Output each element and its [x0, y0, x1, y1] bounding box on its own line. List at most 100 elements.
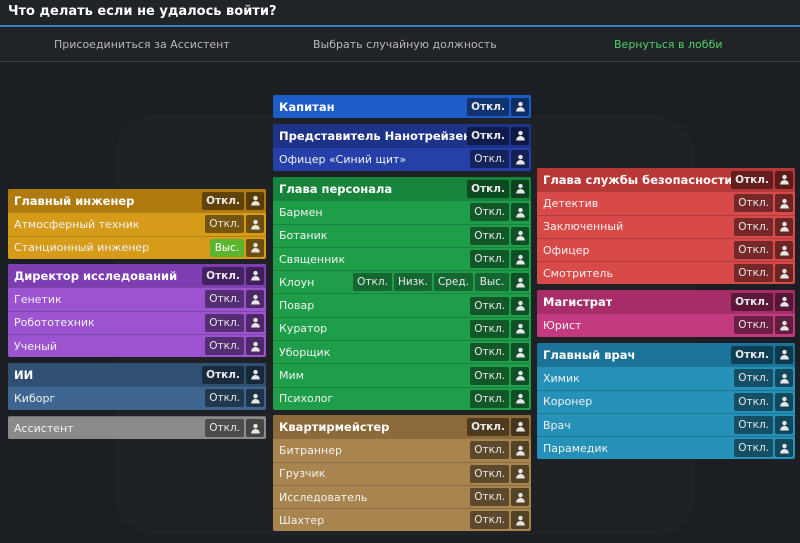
priority-button[interactable]: Откл. [202, 266, 244, 285]
user-silhouette-icon[interactable] [511, 389, 529, 408]
user-silhouette-icon[interactable] [246, 266, 264, 285]
random-job-link[interactable]: Выбрать случайную должность [313, 38, 497, 51]
job-title: Шахтер [279, 513, 325, 527]
user-silhouette-icon[interactable] [511, 511, 529, 530]
priority-button[interactable]: Откл. [470, 203, 509, 222]
priority-button[interactable]: Откл. [470, 226, 509, 245]
job-title: Юрист [543, 318, 582, 332]
job-title: Священник [279, 252, 346, 266]
user-silhouette-icon[interactable] [511, 179, 529, 198]
priority-button[interactable]: Откл. [731, 292, 773, 311]
job-controls: Откл. [205, 213, 266, 235]
user-silhouette-icon[interactable] [246, 389, 264, 408]
priority-button[interactable]: Откл. [470, 343, 509, 362]
user-silhouette-icon[interactable] [775, 439, 793, 458]
user-silhouette-icon[interactable] [775, 241, 793, 260]
return-lobby-link[interactable]: Вернуться в лобби [614, 38, 723, 51]
user-silhouette-icon[interactable] [511, 319, 529, 338]
priority-button[interactable]: Откл. [467, 97, 509, 116]
priority-button[interactable]: Откл. [734, 217, 773, 236]
user-silhouette-icon[interactable] [775, 316, 793, 335]
user-silhouette-icon[interactable] [775, 264, 793, 283]
priority-button[interactable]: Откл. [467, 126, 509, 145]
job-row: Грузчик Откл. [273, 461, 531, 485]
user-silhouette-icon[interactable] [775, 292, 793, 311]
priority-button[interactable]: Откл. [470, 150, 509, 169]
priority-button[interactable]: Откл. [734, 194, 773, 213]
priority-button[interactable]: Откл. [470, 441, 509, 460]
user-silhouette-icon[interactable] [511, 296, 529, 315]
job-row: Атмосферный техник Откл. [8, 212, 266, 235]
dept-head-row: Капитан Откл. [273, 95, 531, 118]
user-silhouette-icon[interactable] [775, 194, 793, 213]
user-silhouette-icon[interactable] [511, 126, 529, 145]
priority-button[interactable]: Откл. [205, 419, 244, 438]
priority-button[interactable]: Откл. [467, 417, 509, 436]
user-silhouette-icon[interactable] [511, 97, 529, 116]
user-silhouette-icon[interactable] [246, 337, 264, 356]
priority-option-button[interactable]: Выс. [475, 273, 509, 292]
user-silhouette-icon[interactable] [511, 343, 529, 362]
priority-button[interactable]: Откл. [470, 250, 509, 269]
user-silhouette-icon[interactable] [511, 464, 529, 483]
user-silhouette-icon[interactable] [511, 366, 529, 385]
priority-button[interactable]: Откл. [470, 296, 509, 315]
user-silhouette-icon[interactable] [511, 226, 529, 245]
priority-button[interactable]: Откл. [734, 241, 773, 260]
priority-button[interactable]: Откл. [470, 366, 509, 385]
user-silhouette-icon[interactable] [775, 392, 793, 411]
priority-button[interactable]: Откл. [205, 215, 244, 234]
priority-button[interactable]: Откл. [205, 313, 244, 332]
user-silhouette-icon[interactable] [775, 416, 793, 435]
priority-option-button[interactable]: Низк. [393, 273, 432, 292]
priority-button[interactable]: Откл. [470, 389, 509, 408]
job-controls: Откл. [202, 363, 266, 386]
dept-head-row: Квартирмейстер Откл. [273, 415, 531, 439]
user-silhouette-icon[interactable] [246, 290, 264, 309]
user-silhouette-icon[interactable] [246, 215, 264, 234]
user-silhouette-icon[interactable] [246, 419, 264, 438]
priority-button[interactable]: Откл. [470, 488, 509, 507]
priority-button[interactable]: Выс. [210, 238, 244, 257]
priority-button[interactable]: Откл. [202, 191, 244, 210]
priority-button[interactable]: Откл. [734, 264, 773, 283]
priority-button[interactable]: Откл. [734, 416, 773, 435]
user-silhouette-icon[interactable] [775, 369, 793, 388]
user-silhouette-icon[interactable] [246, 313, 264, 332]
priority-button[interactable]: Откл. [205, 337, 244, 356]
user-silhouette-icon[interactable] [246, 191, 264, 210]
job-title: Главный врач [543, 347, 636, 362]
user-silhouette-icon[interactable] [775, 345, 793, 364]
job-row: Киборг Откл. [8, 386, 266, 409]
priority-button[interactable]: Откл. [470, 464, 509, 483]
priority-button[interactable]: Откл. [734, 369, 773, 388]
priority-button[interactable]: Откл. [734, 439, 773, 458]
priority-button[interactable]: Откл. [470, 319, 509, 338]
user-silhouette-icon[interactable] [511, 273, 529, 292]
priority-button[interactable]: Откл. [731, 345, 773, 364]
user-silhouette-icon[interactable] [775, 170, 793, 189]
priority-button[interactable]: Откл. [205, 389, 244, 408]
user-silhouette-icon[interactable] [246, 365, 264, 384]
priority-button[interactable]: Откл. [202, 365, 244, 384]
job-row: Куратор Откл. [273, 316, 531, 340]
job-title: Бармен [279, 205, 323, 219]
priority-option-button[interactable]: Сред. [433, 273, 473, 292]
user-silhouette-icon[interactable] [775, 217, 793, 236]
user-silhouette-icon[interactable] [511, 250, 529, 269]
priority-button[interactable]: Откл. [734, 316, 773, 335]
priority-button[interactable]: Откл. [734, 392, 773, 411]
user-silhouette-icon[interactable] [511, 203, 529, 222]
user-silhouette-icon[interactable] [511, 150, 529, 169]
priority-button[interactable]: Откл. [467, 179, 509, 198]
priority-button[interactable]: Откл. [731, 170, 773, 189]
user-silhouette-icon[interactable] [246, 238, 264, 257]
priority-button[interactable]: Откл. [205, 290, 244, 309]
priority-button[interactable]: Откл. [470, 511, 509, 530]
user-silhouette-icon[interactable] [511, 441, 529, 460]
user-silhouette-icon[interactable] [511, 417, 529, 436]
job-title: Исследователь [279, 490, 368, 504]
priority-option-button[interactable]: Откл. [353, 273, 392, 292]
user-silhouette-icon[interactable] [511, 488, 529, 507]
join-assistant-link[interactable]: Присоединиться за Ассистент [54, 38, 230, 51]
